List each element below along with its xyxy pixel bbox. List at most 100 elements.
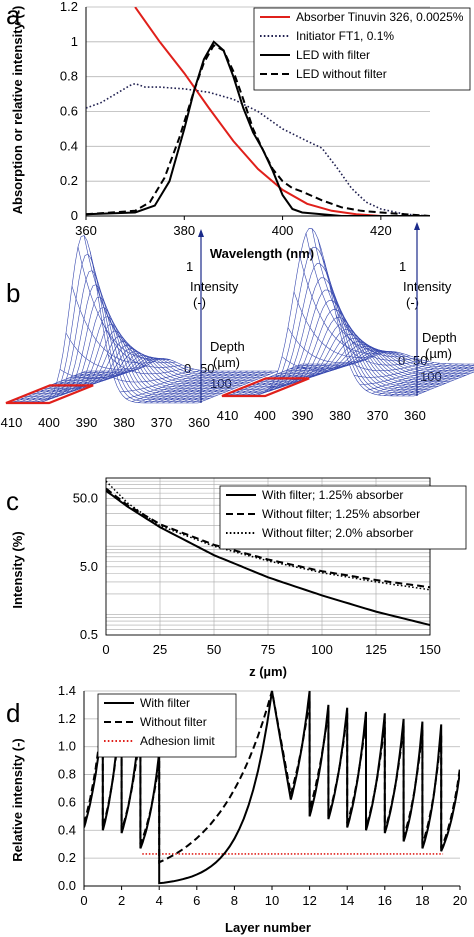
d-xlabel: Layer number	[225, 920, 311, 935]
b2-wl-tick-1: 400	[254, 408, 276, 423]
b2-mesh-wl-3784	[347, 360, 429, 372]
a-ytick-0: 0	[71, 208, 78, 223]
c-xtick-1: 25	[153, 642, 167, 657]
b2-highlight	[221, 377, 310, 398]
d-xtick-10: 20	[453, 893, 467, 908]
d-xtick-0: 0	[80, 893, 87, 908]
panel-label-d: d	[6, 698, 20, 728]
b2-mesh-wl-3688	[383, 363, 465, 396]
a-ytick-1: 0.2	[60, 173, 78, 188]
b1-mesh-wl-3816	[119, 369, 201, 393]
c-xtick-0: 0	[102, 642, 109, 657]
b2-mesh-wl-3672	[389, 363, 471, 397]
d-ytick-1: 0.2	[58, 850, 76, 865]
d-ytick-0: 0.0	[58, 878, 76, 893]
a-legend-entry-2: LED with filter	[296, 48, 370, 62]
c-legend-entry-0: With filter; 1.25% absorber	[262, 488, 403, 502]
d-ytick-7: 1.4	[58, 683, 76, 698]
a-series-3	[86, 43, 430, 216]
c-ylabel: Intensity (%)	[10, 531, 25, 608]
b2-mesh-wl-3704	[377, 363, 459, 396]
b2-mesh-wl-4088	[233, 363, 315, 397]
b2-mesh-wl-3944	[287, 327, 369, 363]
panel-label-c: c	[6, 486, 19, 516]
b1-wl-tick-0: 410	[1, 415, 23, 430]
c-ytick-1: 5.0	[80, 559, 98, 574]
b2-zaxis-arrow	[414, 222, 420, 230]
c-series-1	[106, 487, 430, 589]
b2-wl-tick-3: 380	[329, 408, 351, 423]
a-xtick-1: 380	[173, 223, 195, 238]
c-plot-frame	[105, 477, 431, 636]
b2-mesh-wl-3800	[341, 340, 423, 366]
a-series-1	[86, 82, 430, 216]
b1-mesh-wl-3960	[65, 332, 147, 370]
c-legend-entry-2: Without filter; 2.0% absorber	[262, 526, 413, 540]
b1-wl-tick-2: 390	[76, 415, 98, 430]
b2-mesh-wl-3720	[371, 363, 453, 394]
a-legend-entry-3: LED without filter	[296, 67, 387, 81]
c-legend-entry-1: Without filter; 1.25% absorber	[262, 507, 420, 521]
b1-mesh-wl-3832	[113, 368, 195, 383]
d-xtick-6: 12	[302, 893, 316, 908]
b1-mesh-wl-3992	[53, 369, 135, 391]
d-ytick-4: 0.8	[58, 767, 76, 782]
panel-label-b: b	[6, 278, 20, 308]
b1-mesh-wl-3736	[149, 370, 231, 404]
b1-mesh-wl-4040	[35, 370, 117, 404]
a-ytick-3: 0.6	[60, 104, 78, 119]
b1-mesh-wl-3768	[137, 370, 219, 403]
b1-mesh-wl-3896	[89, 250, 170, 360]
b2-mesh-wl-3960	[281, 356, 363, 370]
b1-zlabel-a: Intensity	[190, 279, 239, 294]
b2-mesh-depth-2	[230, 263, 422, 394]
a-ytick-4: 0.8	[60, 69, 78, 84]
a-ylabel: Absorption or relative intensity (-)	[10, 6, 25, 215]
a-ytick-2: 0.4	[60, 138, 78, 153]
d-ytick-3: 0.6	[58, 794, 76, 809]
b1-mesh-wl-3688	[167, 370, 249, 404]
b2-mesh-wl-3640	[401, 366, 474, 397]
a-xtick-2: 400	[272, 223, 294, 238]
b1-zmax: 1	[186, 259, 193, 274]
b1-depth-tick-0: 0	[184, 361, 191, 376]
b1-mesh-wl-3752	[143, 370, 225, 404]
b2-wl-tick-5: 360	[404, 408, 426, 423]
b1-mesh-wl-4088	[17, 370, 99, 404]
d-legend-entry-1: Without filter	[140, 715, 207, 729]
c-xtick-4: 100	[311, 642, 333, 657]
a-legend-entry-1: Initiator FT1, 0.1%	[296, 29, 394, 43]
a-legend-box	[253, 7, 471, 91]
b2-zlabel-b: (-)	[406, 295, 419, 310]
b2-surface	[221, 222, 474, 398]
b2-mesh-wl-3752	[359, 362, 441, 385]
b1-mesh-wl-3912	[83, 235, 165, 359]
a-ytick-5: 1	[71, 34, 78, 49]
b1-highlight	[5, 384, 94, 405]
b1-wl-tick-3: 380	[113, 415, 135, 430]
b1-mesh-wl-3848	[107, 354, 189, 375]
b2-mesh-wl-3816	[335, 314, 417, 361]
b2-depth-label-a: Depth	[422, 330, 457, 345]
c-xlabel: z (µm)	[249, 664, 287, 679]
b1-mesh-wl-3976	[59, 368, 141, 379]
d-xtick-7: 14	[340, 893, 354, 908]
b1-mesh-wl-3864	[101, 321, 183, 368]
b1-mesh-wl-3624	[191, 370, 273, 404]
b2-depth-tick-0: 0	[398, 353, 405, 368]
c-series-0	[106, 489, 430, 626]
c-series-2	[106, 480, 430, 591]
d-xtick-4: 8	[231, 893, 238, 908]
a-series-0	[134, 7, 430, 216]
c-xtick-3: 75	[261, 642, 275, 657]
b1-wl-tick-1: 400	[38, 415, 60, 430]
d-ytick-5: 1.0	[58, 739, 76, 754]
d-xtick-2: 4	[156, 893, 163, 908]
d-xtick-1: 2	[118, 893, 125, 908]
b1-zlabel-b: (-)	[193, 295, 206, 310]
b2-mesh-wl-3624	[407, 369, 474, 397]
d-legend-box	[97, 693, 237, 758]
a-xlabel: Wavelength (nm)	[210, 246, 314, 261]
d-xtick-3: 6	[193, 893, 200, 908]
